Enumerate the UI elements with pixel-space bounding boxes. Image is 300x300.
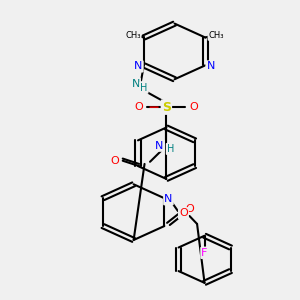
Text: CH₃: CH₃	[208, 31, 224, 40]
Text: N: N	[155, 141, 164, 151]
Text: O: O	[186, 204, 195, 214]
Text: O: O	[110, 156, 119, 166]
Text: CH₃: CH₃	[125, 31, 141, 40]
Text: O: O	[189, 102, 198, 112]
Text: N: N	[134, 61, 142, 71]
Text: H: H	[167, 144, 174, 154]
Text: N: N	[206, 61, 215, 71]
Text: S: S	[162, 100, 171, 114]
Text: H: H	[140, 83, 148, 93]
Text: N: N	[131, 79, 140, 88]
Text: O: O	[179, 208, 188, 218]
Text: N: N	[164, 194, 172, 204]
Text: O: O	[135, 102, 143, 112]
Text: F: F	[201, 248, 208, 258]
